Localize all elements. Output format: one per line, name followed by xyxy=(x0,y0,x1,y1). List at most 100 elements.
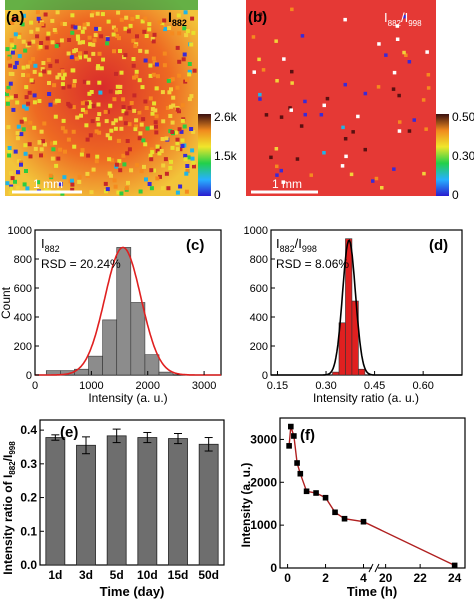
plot-f-point-6 xyxy=(313,490,319,496)
plot-e-xtick-label-1d: 1d xyxy=(48,568,62,582)
map-a-pixel xyxy=(81,40,85,45)
map-a-pixel xyxy=(134,118,139,123)
map-a-pixel xyxy=(48,102,53,107)
map-a-pixel xyxy=(190,16,195,21)
map-a-pixel xyxy=(121,153,126,158)
map-b-pixel xyxy=(343,17,347,22)
map-a-pixel xyxy=(13,179,17,184)
map-a-pixel xyxy=(149,157,154,162)
map-a-pixel xyxy=(50,40,55,45)
panel-b-label: (b) xyxy=(248,9,267,26)
map-a-pixel xyxy=(105,133,110,138)
plot-c-xtick-label-1: 1000 xyxy=(79,380,103,392)
plot-f-series-line xyxy=(288,426,455,567)
map-a-pixel xyxy=(152,168,156,173)
map-b-pixel xyxy=(404,53,408,57)
panel-a: (a) I882 1 mm 2.6k 1.5k 0 xyxy=(5,0,238,202)
map-a-pixel xyxy=(97,51,102,56)
map-a-pixel xyxy=(116,10,121,15)
map-a-pixel xyxy=(52,28,57,32)
map-a-pixel xyxy=(127,147,132,152)
map-a-pixel xyxy=(41,61,46,65)
map-a-pixel xyxy=(125,139,130,143)
map-a-pixel xyxy=(95,117,100,121)
map-a-pixel xyxy=(85,137,90,142)
map-b-pixel xyxy=(363,147,367,152)
map-a-pixel xyxy=(187,97,192,102)
colorbar-a xyxy=(198,114,211,196)
map-b-pixel xyxy=(251,35,256,39)
map-a-pixel xyxy=(60,191,65,196)
plot-f-xtick-label-5: 24 xyxy=(448,571,462,585)
map-a-pixel xyxy=(71,129,76,134)
plot-d-frame xyxy=(270,229,463,376)
map-a-pixel xyxy=(77,174,82,179)
map-b-pixel xyxy=(392,70,397,75)
map-a-pixel xyxy=(75,34,80,39)
map-a-pixel xyxy=(7,146,12,150)
map-a-pixel xyxy=(71,105,76,110)
map-a-pixel xyxy=(108,136,113,141)
map-a-pixel xyxy=(125,151,130,156)
map-a-pixel xyxy=(192,68,197,73)
map-a-top-band xyxy=(5,0,198,10)
map-a-pixel xyxy=(23,151,28,156)
map-b-pixel xyxy=(275,164,279,169)
map-a-pixel xyxy=(180,144,185,148)
map-b-pixel xyxy=(269,155,273,160)
plot-e-ylabel: Intensity ratio of I882/I998 xyxy=(1,441,17,575)
map-a-pixel xyxy=(48,63,53,68)
map-a-pixel xyxy=(166,78,171,83)
map-a-pixel xyxy=(167,90,172,95)
plot-d-ytick-label-1: 200 xyxy=(250,341,268,353)
map-a-pixel xyxy=(144,106,149,110)
map-a-pixel xyxy=(42,69,47,74)
map-b-pixel xyxy=(264,113,269,117)
map-a-pixel xyxy=(31,39,36,44)
map-a-pixel xyxy=(50,18,55,23)
map-a-pixel xyxy=(96,102,101,107)
map-b-pixel xyxy=(322,151,326,155)
map-a-pixel xyxy=(27,41,32,46)
plot-e-ytick-label-0: 0.0 xyxy=(20,558,37,572)
map-a-pixel xyxy=(139,169,144,174)
map-a-pixel xyxy=(16,124,21,129)
map-a-pixel xyxy=(187,62,192,66)
map-a-pixel xyxy=(138,48,143,53)
map-a-pixel xyxy=(153,120,158,125)
map-b-image xyxy=(246,0,436,196)
map-a-pixel xyxy=(55,10,60,15)
map-a-pixel xyxy=(100,12,105,17)
map-b-speckle xyxy=(251,7,431,190)
map-a-pixel xyxy=(9,186,14,191)
map-a-pixel xyxy=(17,54,22,59)
map-a-pixel xyxy=(98,90,103,95)
map-a-pixel xyxy=(189,94,194,99)
map-a-pixel xyxy=(117,36,121,41)
plot-d-marks: 0.15 0.30 0.45 0.60 0 200 400 600 800 1000 xyxy=(244,225,462,392)
plot-f-xlabel: Time (h) xyxy=(347,584,397,599)
plot-d-bar-0 xyxy=(332,371,340,376)
map-a-pixel xyxy=(67,38,72,42)
map-a-pixel xyxy=(154,124,158,129)
plot-e-xtick-label-10d: 10d xyxy=(137,568,158,582)
map-a-pixel xyxy=(24,85,29,90)
map-a-pixel xyxy=(132,75,137,80)
map-b-pixel xyxy=(425,50,429,54)
map-a-pixel xyxy=(159,25,164,30)
map-a-pixel xyxy=(91,167,96,172)
map-a-pixel xyxy=(127,122,132,127)
map-b-pixel xyxy=(258,97,262,101)
map-a-pixel xyxy=(161,119,166,124)
map-b-pixel xyxy=(300,34,305,38)
panel-d-label: (d) xyxy=(429,237,448,254)
map-a-pixel xyxy=(87,104,92,109)
map-a-pixel xyxy=(185,29,190,34)
map-a-pixel xyxy=(79,152,84,157)
map-a-pixel xyxy=(184,171,189,176)
map-a-pixel xyxy=(69,55,74,60)
map-a-pixel xyxy=(155,176,160,181)
map-a-pixel xyxy=(47,70,52,75)
